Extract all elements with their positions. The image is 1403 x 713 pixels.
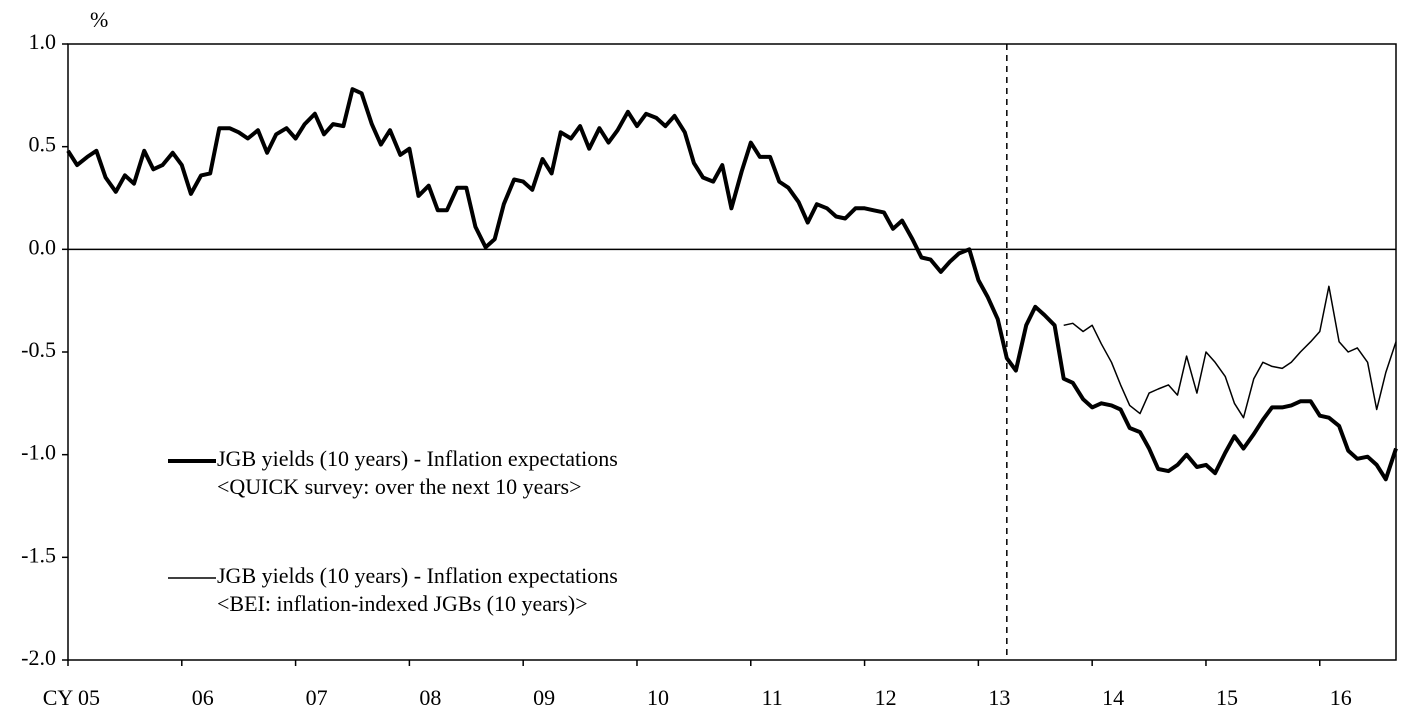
y-unit: %	[90, 7, 108, 32]
y-tick-label: 1.0	[29, 29, 57, 54]
x-tick-label: 06	[192, 685, 214, 710]
x-tick-label: 07	[306, 685, 328, 710]
x-tick-label: 11	[762, 685, 783, 710]
y-tick-label: 0.5	[29, 132, 57, 157]
x-tick-label: 08	[419, 685, 441, 710]
y-tick-label: -2.0	[21, 645, 56, 670]
y-tick-label: -1.5	[21, 542, 56, 567]
x-tick-label: CY 05	[43, 685, 100, 710]
x-tick-label: 12	[875, 685, 897, 710]
x-tick-label: 15	[1216, 685, 1238, 710]
y-tick-label: 0.0	[29, 234, 57, 259]
legend-note: <QUICK survey: over the next 10 years>	[217, 474, 582, 499]
x-tick-label: 16	[1330, 685, 1352, 710]
y-tick-label: -0.5	[21, 337, 56, 362]
y-tick-label: -1.0	[21, 440, 56, 465]
x-tick-label: 09	[533, 685, 555, 710]
legend-label: JGB yields (10 years) - Inflation expect…	[217, 563, 618, 588]
x-tick-label: 14	[1102, 685, 1124, 710]
legend-note: <BEI: inflation-indexed JGBs (10 years)>	[217, 591, 588, 616]
series-line	[66, 87, 1398, 482]
legend-label: JGB yields (10 years) - Inflation expect…	[217, 446, 618, 471]
x-tick-label: 10	[647, 685, 669, 710]
x-tick-label: 13	[988, 685, 1010, 710]
series-line	[1063, 285, 1397, 419]
